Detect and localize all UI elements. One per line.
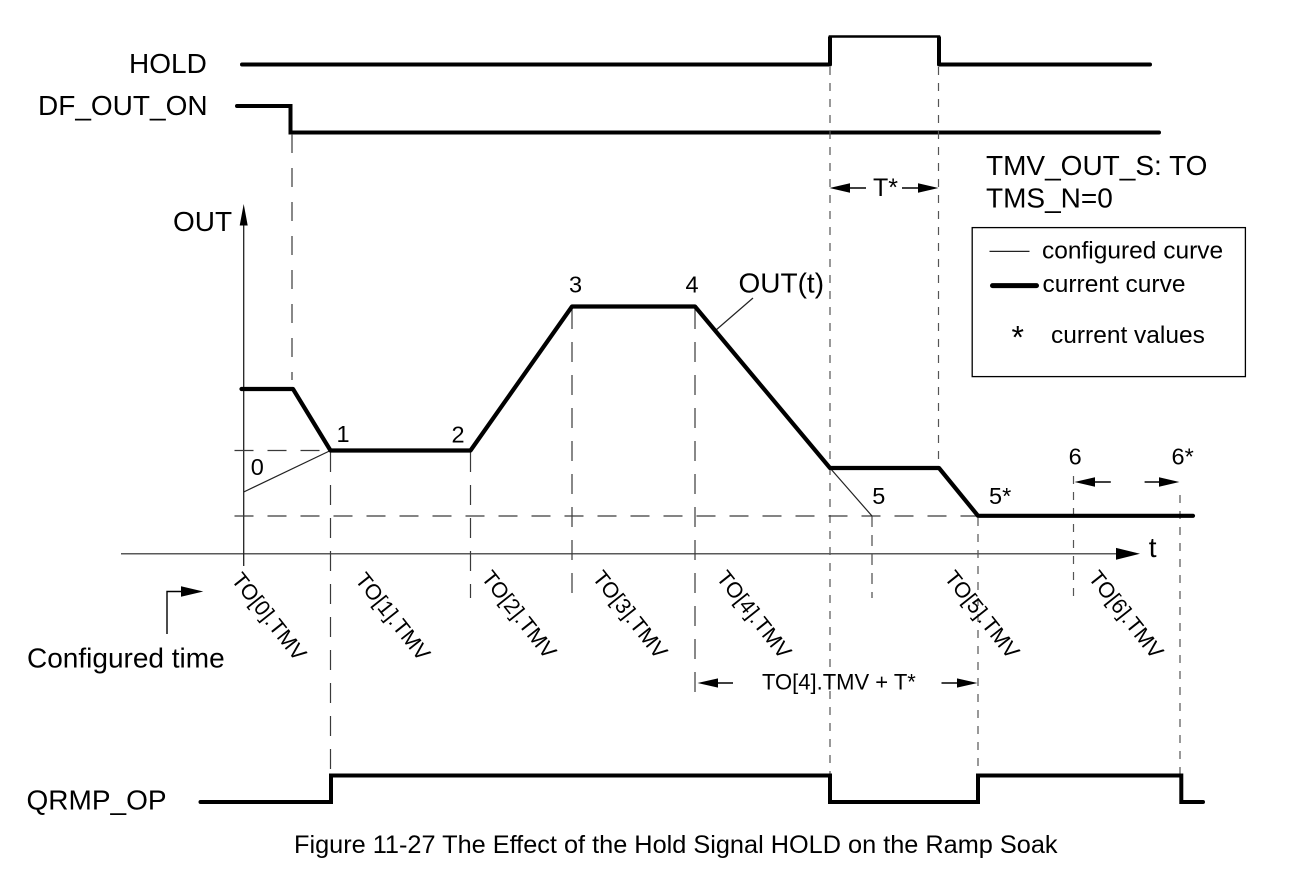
svg-text:TMV_OUT_S: TO: TMV_OUT_S: TO bbox=[986, 150, 1207, 181]
svg-text:t: t bbox=[1149, 532, 1157, 563]
svg-text:5*: 5* bbox=[989, 483, 1011, 509]
svg-text:HOLD: HOLD bbox=[129, 48, 207, 79]
svg-text:Figure 11-27 The Effect of the: Figure 11-27 The Effect of the Hold Sign… bbox=[294, 831, 1058, 859]
svg-text:*: * bbox=[1012, 320, 1024, 356]
svg-text:1: 1 bbox=[337, 421, 350, 447]
svg-text:DF_OUT_ON: DF_OUT_ON bbox=[38, 90, 208, 121]
svg-text:OUT: OUT bbox=[173, 206, 232, 237]
svg-text:6: 6 bbox=[1069, 444, 1082, 470]
svg-text:0: 0 bbox=[251, 454, 264, 480]
svg-text:T*: T* bbox=[873, 174, 898, 202]
svg-text:current curve: current curve bbox=[1043, 271, 1186, 298]
svg-text:TMS_N=0: TMS_N=0 bbox=[986, 182, 1113, 213]
svg-text:QRMP_OP: QRMP_OP bbox=[27, 785, 167, 816]
svg-text:4: 4 bbox=[686, 272, 699, 298]
svg-text:5: 5 bbox=[872, 483, 885, 509]
svg-text:3: 3 bbox=[569, 272, 582, 298]
svg-text:6*: 6* bbox=[1172, 444, 1194, 470]
svg-text:TO[4].TMV + T*: TO[4].TMV + T* bbox=[762, 670, 916, 695]
svg-text:2: 2 bbox=[452, 421, 465, 447]
svg-text:configured curve: configured curve bbox=[1042, 238, 1223, 265]
svg-text:OUT(t): OUT(t) bbox=[739, 268, 825, 299]
svg-text:Configured time: Configured time bbox=[27, 642, 225, 673]
svg-text:current values: current values bbox=[1051, 322, 1205, 349]
